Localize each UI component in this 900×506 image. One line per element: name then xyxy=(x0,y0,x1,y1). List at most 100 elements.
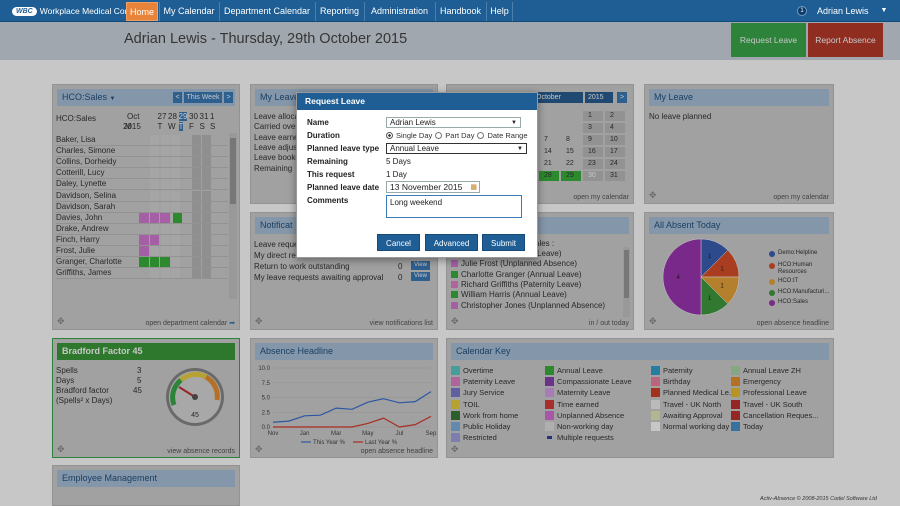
calendar-day-number[interactable]: 7 xyxy=(544,136,548,143)
day-cell[interactable] xyxy=(150,179,159,190)
calendar-day-number[interactable]: 3 xyxy=(588,124,592,131)
person-name[interactable]: Charles, Simone xyxy=(56,146,116,156)
year-select[interactable]: 2015 xyxy=(585,92,613,103)
person-name[interactable]: Cotterill, Lucy xyxy=(56,168,105,178)
day-cell[interactable] xyxy=(160,135,170,145)
day-cell[interactable] xyxy=(191,201,201,212)
calendar-day-cell[interactable] xyxy=(605,111,625,121)
user-menu[interactable]: 1 Adrian Lewis ▼ xyxy=(797,2,887,20)
move-icon[interactable]: ✥ xyxy=(451,316,459,326)
day-cell[interactable] xyxy=(191,234,201,245)
open-my-calendar-link-2[interactable]: open my calendar xyxy=(773,194,829,201)
view-button[interactable]: View xyxy=(411,261,430,270)
calendar-day-number[interactable]: 14 xyxy=(544,148,552,155)
leave-cell[interactable] xyxy=(160,212,170,223)
person-name[interactable]: Collins, Dorheidy xyxy=(56,157,117,167)
day-cell[interactable] xyxy=(202,168,211,179)
calendar-day-cell[interactable] xyxy=(539,171,559,181)
day-cell[interactable] xyxy=(171,190,180,201)
day-cell[interactable] xyxy=(202,223,211,234)
calendar-day-number[interactable]: 29 xyxy=(566,172,574,179)
day-cell[interactable] xyxy=(202,234,211,245)
calendar-day-cell[interactable] xyxy=(605,171,625,181)
view-button[interactable]: View xyxy=(411,272,430,281)
nav-administration[interactable]: Administration xyxy=(364,2,434,21)
calendar-day-number[interactable]: 2 xyxy=(610,112,614,119)
submit-button[interactable]: Submit xyxy=(482,234,525,251)
day-cell[interactable] xyxy=(160,179,170,190)
move-icon[interactable]: ✥ xyxy=(649,190,657,200)
in-out-today-link[interactable]: in / out today xyxy=(588,320,629,327)
calendar-day-cell[interactable] xyxy=(561,123,581,133)
leave-cell[interactable] xyxy=(149,212,159,223)
calendar-day-number[interactable]: 30 xyxy=(588,172,596,179)
calendar-day-cell[interactable] xyxy=(561,111,581,121)
day-cell[interactable] xyxy=(191,212,201,223)
day-cell[interactable] xyxy=(160,201,170,212)
month-select[interactable]: October xyxy=(533,92,583,103)
chevron-down-icon[interactable]: ▼ xyxy=(880,7,888,14)
day-cell[interactable] xyxy=(202,201,211,212)
day-cell[interactable] xyxy=(171,223,180,234)
calendar-day-number[interactable]: 31 xyxy=(610,172,618,179)
next-month-button[interactable]: > xyxy=(617,92,627,103)
calendar-day-number[interactable]: 23 xyxy=(588,160,596,167)
request-leave-button[interactable]: Request Leave xyxy=(731,23,806,57)
comments-textarea[interactable]: Long weekend xyxy=(386,195,522,218)
view-notifications-link[interactable]: view notifications list xyxy=(369,320,433,327)
calendar-day-number[interactable]: 4 xyxy=(610,124,614,131)
leave-type-select[interactable]: Annual Leave ▼ xyxy=(386,143,527,154)
day-cell[interactable] xyxy=(160,190,170,201)
day-cell[interactable] xyxy=(171,268,180,279)
nav-handbook[interactable]: Handbook xyxy=(435,2,485,21)
open-department-calendar-link[interactable]: open department calendar ➡ xyxy=(145,319,235,327)
day-cell[interactable] xyxy=(202,146,211,157)
cancel-button[interactable]: Cancel xyxy=(377,234,420,251)
calendar-day-cell[interactable] xyxy=(583,135,603,145)
day-cell[interactable] xyxy=(191,190,201,201)
calendar-day-number[interactable]: 22 xyxy=(566,160,574,167)
name-select[interactable]: Adrian Lewis ▼ xyxy=(386,117,521,128)
day-cell[interactable] xyxy=(150,201,159,212)
calendar-day-number[interactable]: 10 xyxy=(610,136,618,143)
day-cell[interactable] xyxy=(202,179,211,190)
calendar-day-number[interactable]: 15 xyxy=(566,148,574,155)
day-cell[interactable] xyxy=(191,257,201,268)
move-icon[interactable]: ✥ xyxy=(255,444,263,454)
nav-home[interactable]: Home xyxy=(126,2,158,21)
person-name[interactable]: Davidson, Selina xyxy=(56,190,117,200)
calendar-day-number[interactable]: 1 xyxy=(588,112,592,119)
day-cell[interactable] xyxy=(202,268,211,279)
nav-help[interactable]: Help xyxy=(486,2,513,21)
calendar-day-cell[interactable] xyxy=(605,159,625,169)
calendar-day-cell[interactable] xyxy=(561,135,581,145)
day-cell[interactable] xyxy=(171,201,180,212)
day-cell[interactable] xyxy=(150,268,159,279)
day-cell[interactable] xyxy=(160,157,170,168)
calendar-day-cell[interactable] xyxy=(605,147,625,157)
leave-cell[interactable] xyxy=(139,246,149,256)
move-icon[interactable]: ✥ xyxy=(57,444,65,454)
day-cell[interactable] xyxy=(191,223,201,234)
leave-cell[interactable] xyxy=(149,257,159,268)
move-icon[interactable]: ✥ xyxy=(649,316,657,326)
day-cell[interactable] xyxy=(202,257,211,268)
calendar-day-cell[interactable] xyxy=(605,123,625,133)
day-cell[interactable] xyxy=(191,157,201,168)
report-absence-button[interactable]: Report Absence xyxy=(808,23,883,57)
calendar-day-number[interactable]: 9 xyxy=(588,136,592,143)
company-logo[interactable]: WBC Workplace Medical Corp. xyxy=(12,5,135,17)
calendar-day-cell[interactable] xyxy=(583,111,603,121)
person-name[interactable]: Baker, Lisa xyxy=(56,135,96,144)
day-cell[interactable] xyxy=(160,146,170,157)
calendar-day-cell[interactable] xyxy=(605,135,625,145)
calendar-day-cell[interactable] xyxy=(583,159,603,169)
day-cell[interactable] xyxy=(160,268,170,279)
calendar-day-number[interactable]: 17 xyxy=(610,148,618,155)
move-icon[interactable]: ✥ xyxy=(255,316,263,326)
open-my-calendar-link[interactable]: open my calendar xyxy=(573,194,629,201)
move-icon[interactable]: ✥ xyxy=(451,444,459,454)
day-cell[interactable] xyxy=(171,257,180,268)
open-absence-headline-link-2[interactable]: open absence headline xyxy=(360,448,433,455)
this-week-button[interactable]: This Week xyxy=(184,92,222,103)
